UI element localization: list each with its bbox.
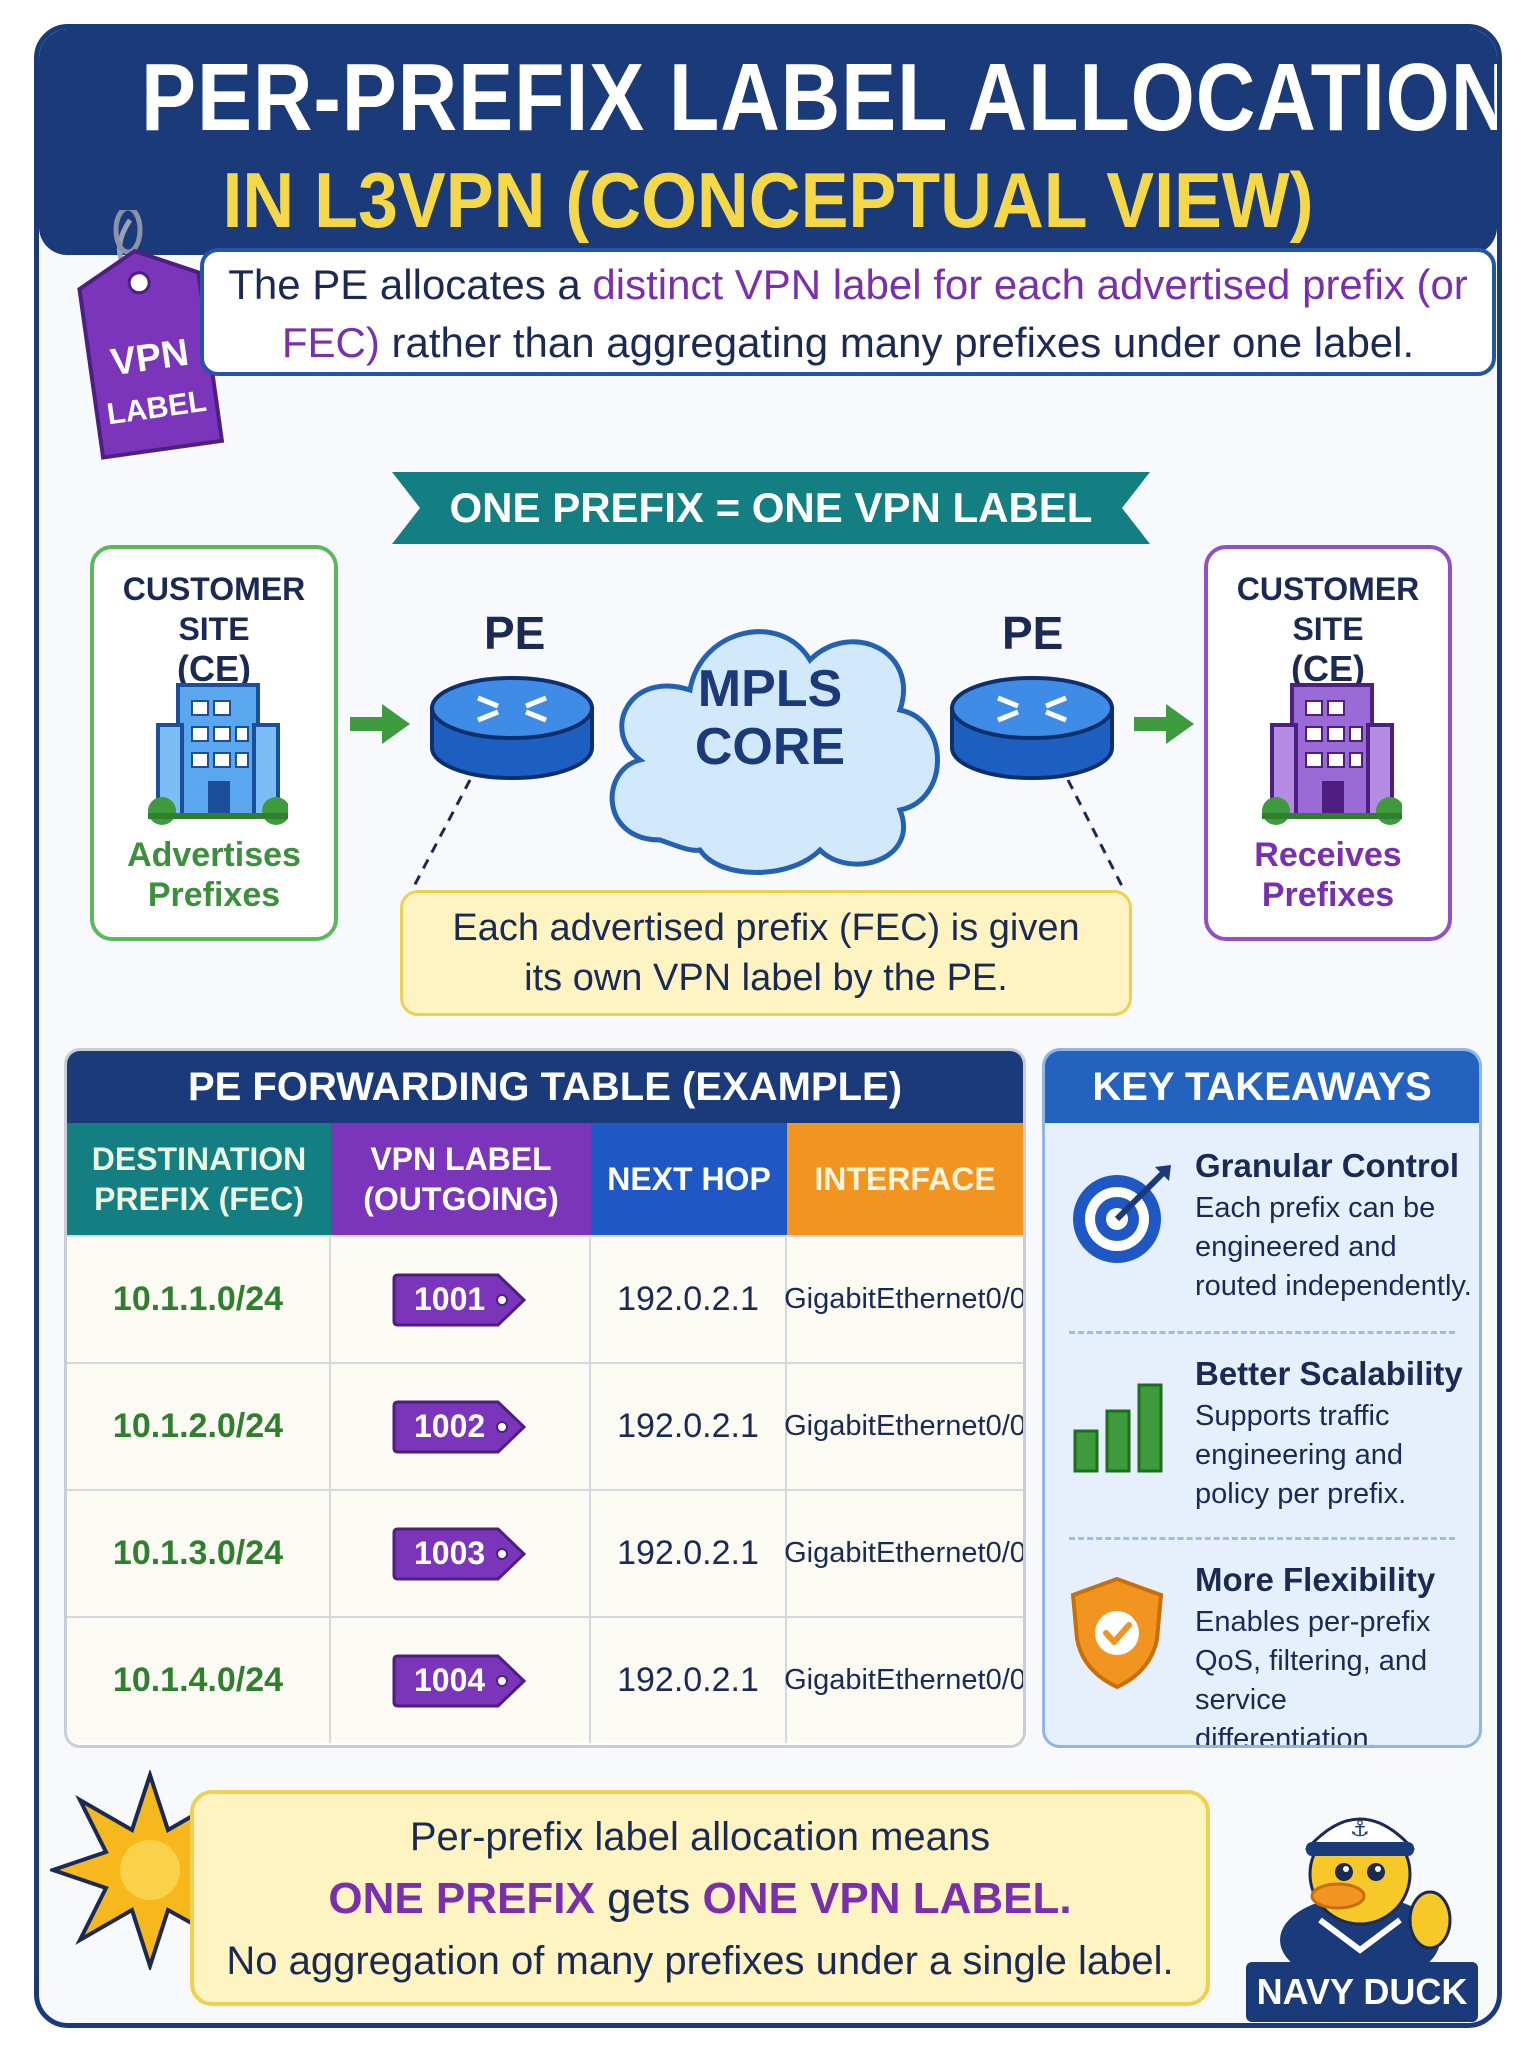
customer-site-right: CUSTOMER SITE (CE) Receives Prefixes: [1204, 545, 1452, 941]
target-icon: [1073, 1165, 1171, 1263]
header-prefix: DESTINATION PREFIX (FEC): [67, 1123, 331, 1235]
site-caption: Receives Prefixes: [1254, 836, 1402, 914]
takeaway-text: Each prefix can be engineered and routed…: [1195, 1192, 1472, 1302]
label-tag: 1002: [392, 1398, 528, 1456]
takeaway-item: Granular Control Each prefix can be engi…: [1045, 1147, 1479, 1337]
shield-check-icon: [1070, 1576, 1164, 1690]
table-row: 10.1.2.0/24 1002 192.0.2.1 GigabitEthern…: [67, 1362, 1023, 1489]
building-icon: [1262, 683, 1402, 825]
prefix-cell: 10.1.3.0/24: [67, 1491, 331, 1616]
label-tag: 1004: [392, 1652, 528, 1710]
vpn-label-tag: VPN LABEL: [70, 205, 230, 470]
label-cell: 1002: [331, 1364, 591, 1489]
ribbon-banner: [392, 472, 1150, 544]
nexthop-cell: 192.0.2.1: [591, 1491, 787, 1616]
takeaway-item: Better Scalability Supports traffic engi…: [1045, 1355, 1479, 1545]
label-cell: 1001: [331, 1237, 591, 1362]
table-header: DESTINATION PREFIX (FEC) VPN LABEL (OUTGOI…: [67, 1123, 1023, 1235]
takeaway-text: Enables per-prefix QoS, filtering, and s…: [1195, 1606, 1431, 1748]
table-row: 10.1.1.0/24 1001 192.0.2.1 GigabitEthern…: [67, 1235, 1023, 1362]
header: PER-PREFIX LABEL ALLOCATION IN L3VPN (CO…: [39, 29, 1497, 255]
intro-text-1: The PE allocates a: [228, 261, 593, 308]
mascot-label: NAVY DUCK: [1246, 1962, 1478, 2022]
label-tag: 1001: [392, 1271, 528, 1329]
site-title: CUSTOMER SITE (CE): [122, 571, 306, 689]
prefix-cell: 10.1.4.0/24: [67, 1618, 331, 1743]
interface-cell: GigabitEthernet0/0: [784, 1618, 1023, 1743]
summary-line2: ONE PREFIX gets ONE VPN LABEL.: [328, 1874, 1072, 1923]
pe-label-right: PE: [1002, 607, 1064, 659]
table-row: 10.1.4.0/24 1004 192.0.2.1 GigabitEthern…: [67, 1616, 1023, 1743]
site-caption: Advertises Prefixes: [127, 836, 301, 914]
page-subtitle: IN L3VPN (CONCEPTUAL VIEW): [222, 156, 1314, 244]
diagram-note: Each advertised prefix (FEC) is given it…: [400, 890, 1132, 1016]
page-title: PER-PREFIX LABEL ALLOCATION: [141, 44, 1502, 151]
label-cell: 1003: [331, 1491, 591, 1616]
header-interface: INTERFACE: [787, 1123, 1023, 1235]
takeaway-heading: Granular Control: [1195, 1147, 1460, 1184]
divider: [1069, 1537, 1455, 1540]
table-title: PE FORWARDING TABLE (EXAMPLE): [67, 1051, 1023, 1123]
mpls-core-label: MPLS CORE: [694, 660, 846, 776]
pe-label-left: PE: [484, 607, 546, 659]
takeaways-title: KEY TAKEAWAYS: [1045, 1051, 1479, 1123]
takeaway-item: More Flexibility Enables per-prefix QoS,…: [1045, 1561, 1479, 1748]
divider: [1069, 1331, 1455, 1334]
interface-cell: GigabitEthernet0/0: [784, 1364, 1023, 1489]
interface-cell: GigabitEthernet0/0: [784, 1237, 1023, 1362]
interface-cell: GigabitEthernet0/0: [784, 1491, 1023, 1616]
header-nexthop: NEXT HOP: [591, 1123, 787, 1235]
intro-text-2: rather than aggregating many prefixes un…: [379, 319, 1415, 366]
tag-icon: VPN LABEL: [77, 205, 225, 460]
prefix-cell: 10.1.2.0/24: [67, 1364, 331, 1489]
summary-callout: Per-prefix label allocation means ONE PR…: [190, 1790, 1210, 2006]
summary-line1: Per-prefix label allocation means: [409, 1815, 991, 1859]
site-title: CUSTOMER SITE (CE): [1236, 571, 1420, 689]
nexthop-cell: 192.0.2.1: [591, 1618, 787, 1743]
nexthop-cell: 192.0.2.1: [591, 1237, 787, 1362]
header-label: VPN LABEL (OUTGOING): [331, 1123, 591, 1235]
ribbon-text: ONE PREFIX = ONE VPN LABEL: [449, 484, 1093, 531]
building-icon: [148, 683, 288, 825]
takeaway-text: Supports traffic engineering and policy …: [1195, 1400, 1407, 1510]
table-row: 10.1.3.0/24 1003 192.0.2.1 GigabitEthern…: [67, 1489, 1023, 1616]
takeaway-heading: More Flexibility: [1195, 1561, 1436, 1598]
summary-line3: No aggregation of many prefixes under a …: [226, 1939, 1174, 1983]
nexthop-cell: 192.0.2.1: [591, 1364, 787, 1489]
duck-mascot-icon: ⚓: [1280, 1817, 1452, 1970]
svg-text:⚓: ⚓: [1350, 1817, 1370, 1842]
bar-chart-icon: [1073, 1383, 1163, 1473]
label-cell: 1004: [331, 1618, 591, 1743]
forwarding-table: PE FORWARDING TABLE (EXAMPLE) DESTINATIO…: [64, 1048, 1026, 1748]
prefix-cell: 10.1.1.0/24: [67, 1237, 331, 1362]
customer-site-left: CUSTOMER SITE (CE) Advertises Prefixes: [90, 545, 338, 941]
intro-callout: The PE allocates a distinct VPN label fo…: [200, 248, 1496, 376]
takeaway-heading: Better Scalability: [1195, 1355, 1463, 1392]
intro-highlight: distinct VPN label for each advertised p…: [281, 261, 1468, 366]
label-tag: 1003: [392, 1525, 528, 1583]
key-takeaways-panel: KEY TAKEAWAYS Granular Control Each pref…: [1042, 1048, 1482, 1748]
